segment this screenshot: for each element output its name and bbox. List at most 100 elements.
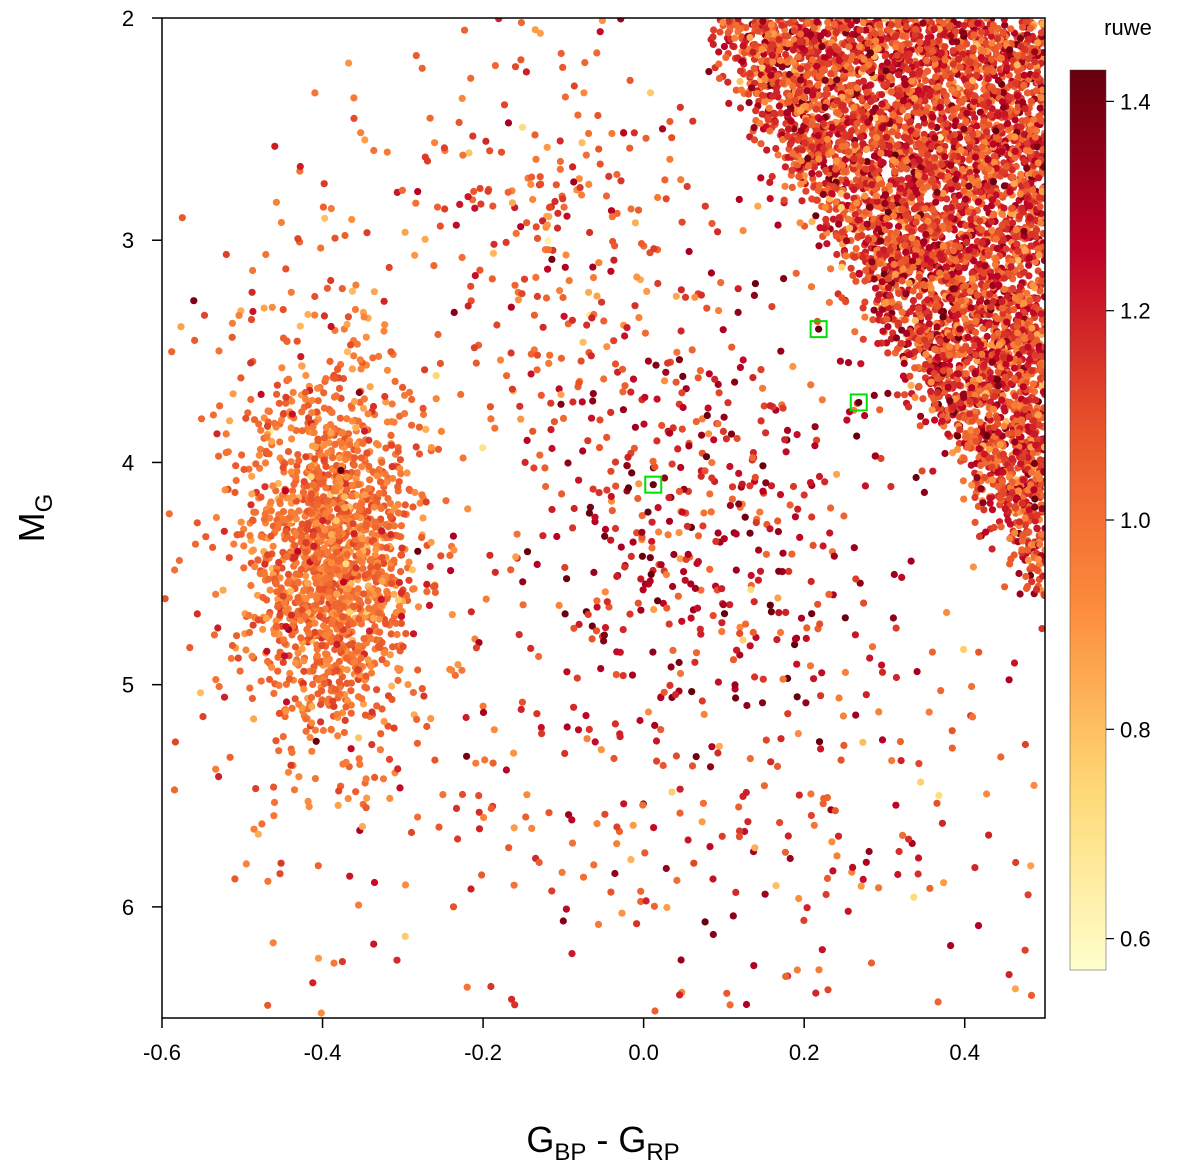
data-point [476,184,484,193]
data-point [348,481,356,489]
data-point [600,317,608,325]
data-point [323,497,331,505]
data-point [389,643,397,651]
data-point [641,329,650,337]
data-point [735,803,743,811]
data-point [705,370,713,378]
data-point [393,630,401,639]
data-point [892,624,900,632]
data-point [585,288,593,296]
data-point [573,674,581,682]
data-point [427,715,435,723]
data-point [323,548,331,556]
data-point [390,590,398,598]
data-point [988,506,997,514]
data-point [782,608,790,617]
data-point [841,614,849,622]
data-point [462,713,470,722]
data-point [338,958,346,966]
data-point [794,730,802,738]
data-point [422,425,430,433]
data-point [679,403,687,412]
data-point [220,527,228,535]
data-point [488,275,496,283]
data-point [685,442,693,450]
data-point [242,646,250,654]
data-point [308,719,316,727]
data-point [302,727,310,735]
data-point [597,746,605,754]
data-point [397,612,406,621]
data-point [684,836,692,844]
data-point [509,749,518,757]
data-point [387,579,395,588]
data-point [741,513,749,521]
data-point [300,478,308,486]
data-point [672,752,681,760]
data-point [464,193,472,201]
data-point [698,818,706,826]
data-point [261,459,270,467]
data-point [712,537,720,546]
data-point [847,264,855,272]
data-point [357,365,365,373]
data-point [511,281,519,289]
data-point [314,384,322,392]
data-point [620,129,628,137]
data-point [523,548,532,556]
data-point [420,692,428,700]
data-point [818,946,826,954]
data-point [688,688,696,696]
data-point [1010,659,1019,667]
data-point [288,410,296,418]
data-point [818,396,826,404]
data-point [307,693,316,702]
data-point [681,576,689,584]
data-point [672,378,680,386]
data-point [369,354,377,362]
data-point [618,365,627,373]
data-point [309,979,317,987]
data-point [191,336,199,344]
data-point [398,544,406,552]
data-point [352,512,360,520]
data-point [563,212,571,220]
data-point [463,983,471,991]
data-point [545,809,553,817]
data-point [415,423,423,431]
data-point [348,417,356,425]
data-point [610,256,618,264]
data-point [621,563,629,571]
data-point [405,558,413,566]
data-point [232,476,240,485]
data-point [728,343,736,351]
data-point [595,444,604,452]
data-point [677,327,685,335]
data-point [522,68,531,76]
data-point [309,481,317,489]
data-point [931,416,939,424]
data-point [288,397,296,405]
data-point [270,812,278,820]
data-point [287,761,295,769]
data-point [560,312,568,320]
data-point [472,644,480,652]
data-point [857,882,865,890]
data-point [584,610,592,619]
data-point [386,794,394,803]
data-point [366,476,374,484]
data-point [539,323,547,331]
data-point [570,178,578,186]
data-point [587,352,595,360]
data-point [299,488,307,496]
data-point [644,508,652,516]
data-point [564,459,572,467]
data-point [320,456,328,464]
data-point [341,504,349,512]
data-point [284,570,293,579]
data-point [419,514,427,522]
data-point [263,422,272,430]
data-point [306,733,314,742]
data-point [561,93,570,101]
data-point [627,388,635,396]
